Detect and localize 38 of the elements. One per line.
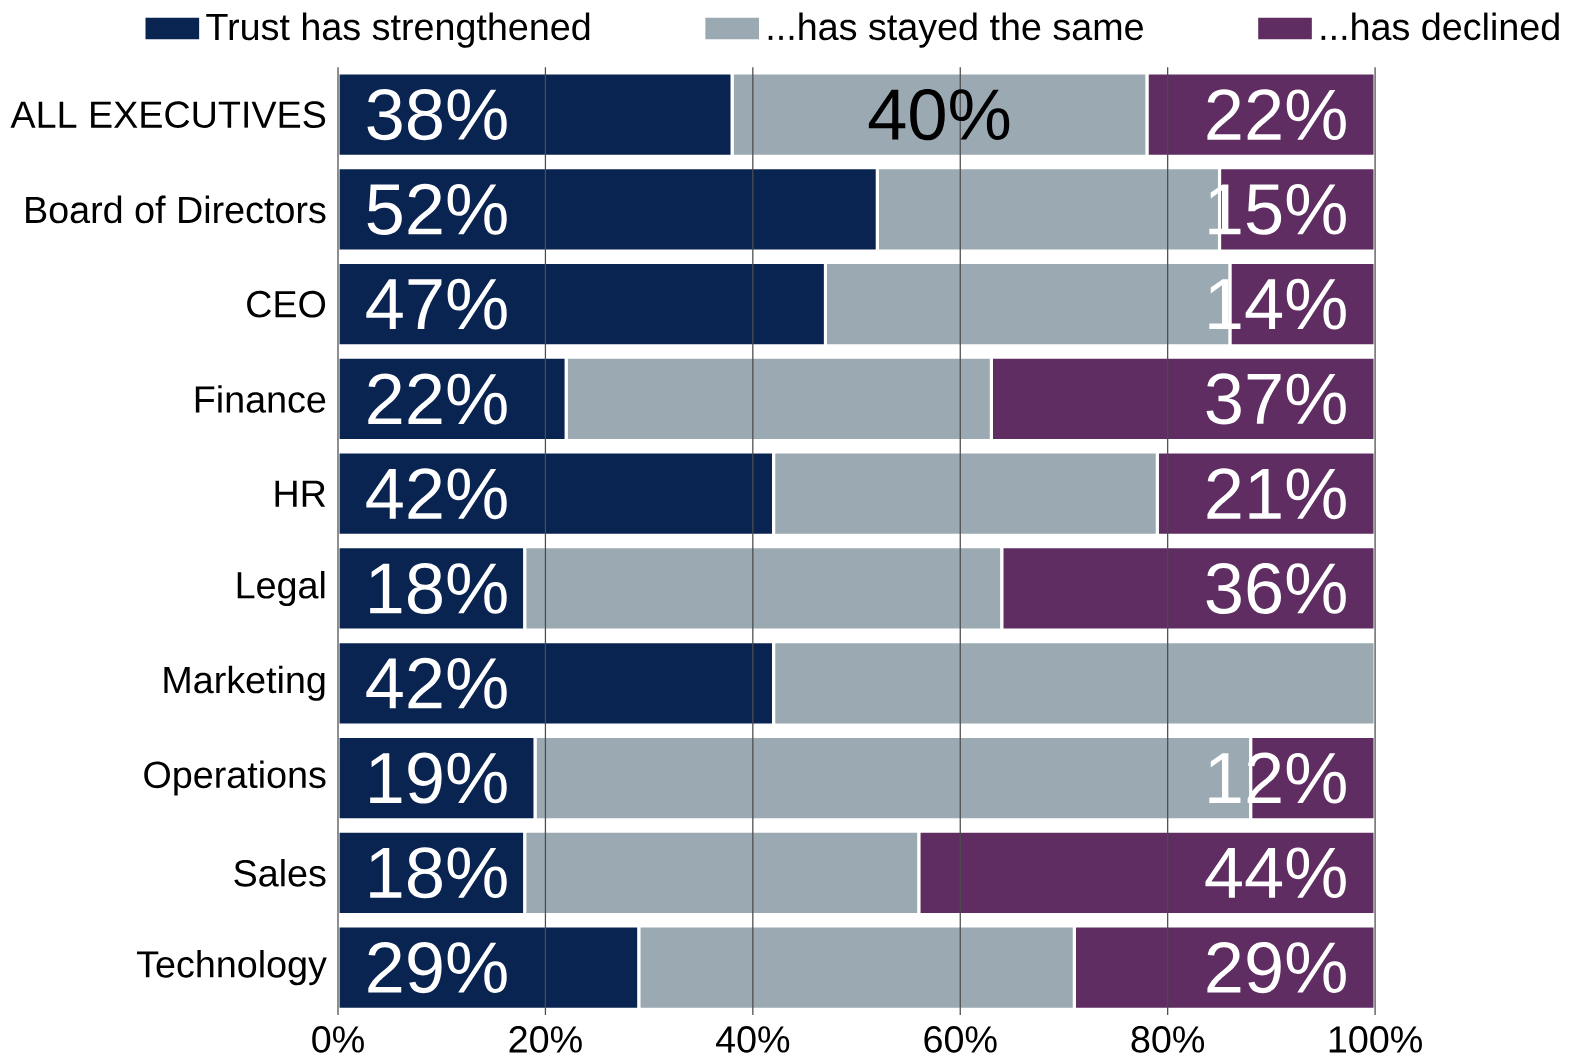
y-tick-label: Operations [144,760,326,796]
data-label: 42% [366,468,507,520]
data-label: 21% [1207,468,1346,520]
y-tick-label: HR [275,480,326,507]
x-tick-label: 100% [1329,1025,1422,1053]
y-tick-label: Finance [195,385,326,413]
x-tick-label: 0% [312,1025,364,1053]
bar [338,166,879,253]
legend-label: ...has stayed the same [768,12,1143,48]
data-label: 22% [1207,89,1346,140]
x-tick-label: 80% [1131,1025,1205,1053]
data-label: 22% [368,373,507,425]
data-label: 29% [1207,941,1346,994]
data-label: 47% [366,278,507,330]
data-label: 38% [367,88,507,141]
data-label: 37% [1206,373,1346,425]
x-tick-label: 40% [715,1025,790,1053]
data-label: 29% [368,941,507,994]
y-tick-label: CEO [247,290,326,318]
y-tick-label: Board of Directors [26,195,326,224]
bar [637,924,1076,1011]
data-label: 42% [366,657,507,709]
data-label: 19% [370,752,507,804]
legend-label: ...has declined [1321,12,1559,41]
x-tick-label: 20% [509,1025,582,1053]
data-label: 18% [370,562,507,614]
data-label: 40% [868,88,1010,141]
data-label: 36% [1206,562,1346,614]
y-tick-label: ALL EXECUTIVES [10,101,326,128]
y-tick-label: Legal [237,570,325,606]
x-tick-label: 60% [924,1025,997,1053]
y-tick-label: Technology [136,949,327,986]
y-tick-label: Sales [234,858,326,887]
data-label: 52% [367,183,507,235]
data-label: 18% [370,847,507,899]
data-label: 44% [1205,847,1346,898]
legend-label: Trust has strengthened [206,12,590,48]
y-tick-label: Marketing [164,665,325,701]
